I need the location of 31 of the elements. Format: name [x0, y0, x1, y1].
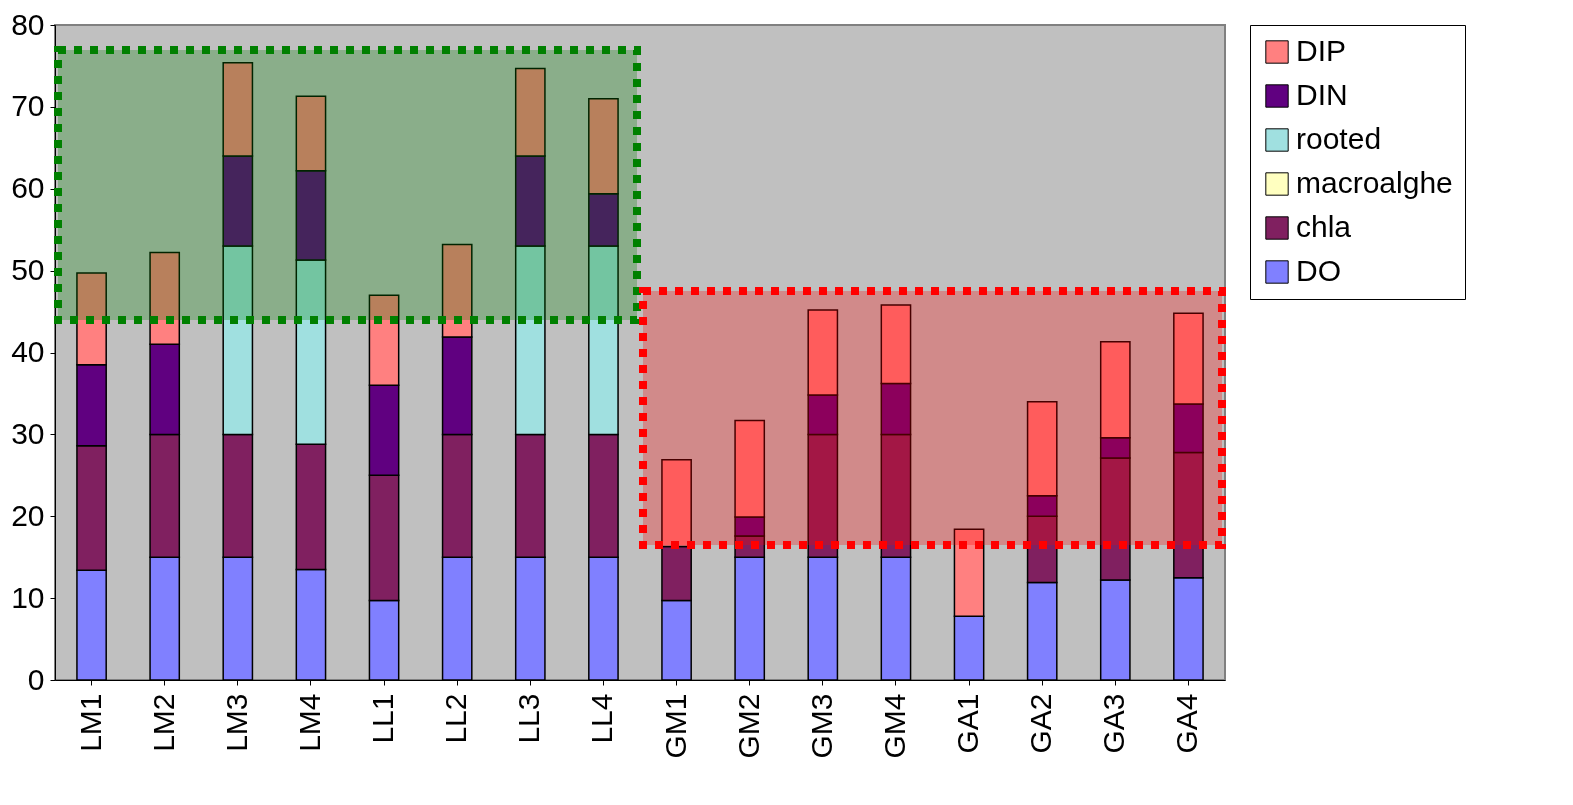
x-tick-label: LM2 — [146, 693, 180, 752]
legend-label: DO — [1296, 254, 1341, 287]
legend-label: rooted — [1296, 122, 1382, 155]
x-tick-label: GA4 — [1170, 693, 1204, 754]
y-tick-label: 80 — [11, 7, 45, 41]
y-tick-label: 0 — [27, 662, 45, 696]
x-tick-label: GM2 — [731, 693, 765, 759]
x-tick-label: LM4 — [292, 693, 326, 752]
y-tick-label: 10 — [11, 580, 45, 614]
legend-label: macroalghe — [1296, 166, 1453, 199]
x-tick-label: GM1 — [658, 693, 692, 759]
x-tick-label: LL3 — [512, 693, 546, 744]
x-tick-label: LM3 — [219, 693, 253, 752]
x-tick-label: GA2 — [1024, 693, 1058, 754]
x-tick-label: LM1 — [73, 693, 107, 752]
y-tick-label: 30 — [11, 416, 45, 450]
x-tick-label: GA3 — [1097, 693, 1131, 754]
x-tick-label: LL4 — [585, 693, 619, 744]
legend-label: DIN — [1296, 78, 1348, 111]
y-tick-label: 70 — [11, 89, 45, 123]
x-tick-label: GM3 — [804, 693, 838, 759]
y-tick-label: 20 — [11, 498, 45, 532]
y-tick-label: 60 — [11, 171, 45, 205]
legend-label: chla — [1296, 210, 1352, 243]
x-tick-label: LL2 — [439, 693, 473, 744]
y-tick-label: 50 — [11, 253, 45, 287]
x-tick-label: GA1 — [951, 693, 985, 754]
legend-label: DIP — [1296, 34, 1347, 67]
x-tick-label: LL1 — [366, 693, 400, 744]
x-tick-label: GM4 — [877, 693, 911, 759]
y-tick-label: 40 — [11, 335, 45, 368]
